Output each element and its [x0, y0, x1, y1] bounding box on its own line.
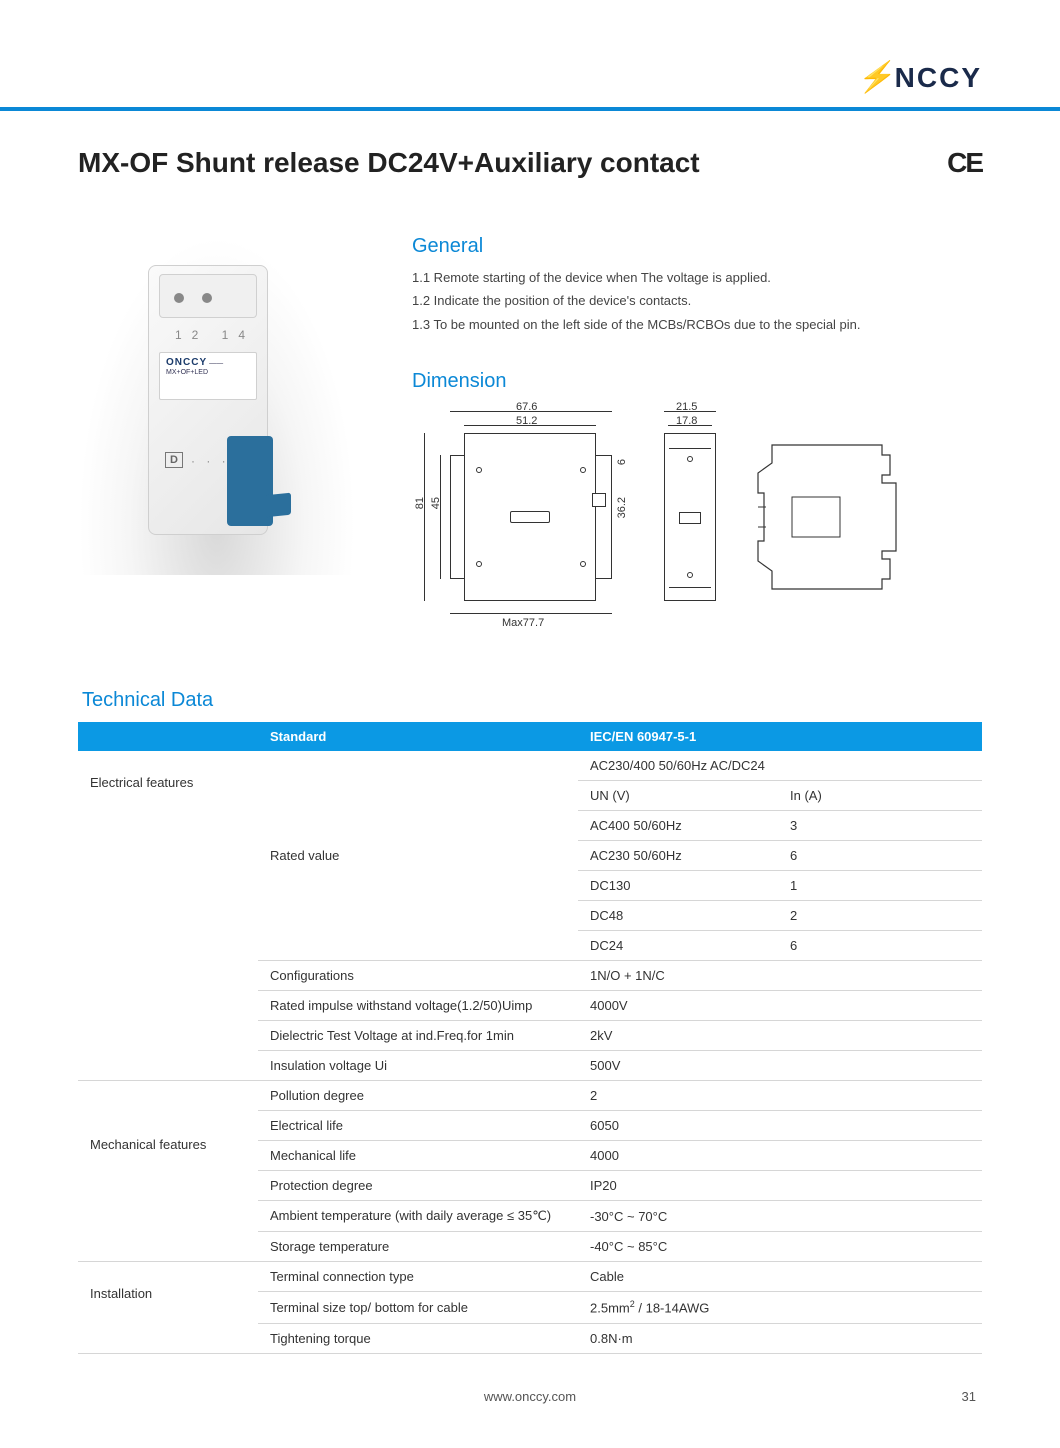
cell: 2: [578, 1081, 982, 1111]
toggle-switch: [227, 436, 273, 526]
cell: Protection degree: [258, 1171, 578, 1201]
cell: AC400 50/60Hz: [578, 811, 778, 841]
general-item: 1.1 Remote starting of the device when T…: [412, 266, 982, 289]
dim-label: Max77.7: [502, 617, 544, 629]
cell: 6: [778, 931, 982, 961]
cell: Rated impulse withstand voltage(1.2/50)U…: [258, 991, 578, 1021]
profile-icon: [752, 433, 902, 601]
cell: Storage temperature: [258, 1232, 578, 1262]
product-body: 12 14 ONCCY —— MX+OF+LED D · · · ▸: [148, 265, 268, 535]
product-image: 12 14 ONCCY —— MX+OF+LED D · · · ▸: [78, 235, 356, 575]
cell: -30°C ~ 70°C: [578, 1201, 982, 1232]
dimension-diagram: 67.6 51.2 81 45 36.2: [412, 401, 942, 641]
cell: DC24: [578, 931, 778, 961]
mode-letter: D: [165, 452, 183, 468]
cell: 4000: [578, 1141, 982, 1171]
cell: DC130: [578, 871, 778, 901]
tech-heading: Technical Data: [82, 689, 982, 712]
cell: 6: [778, 841, 982, 871]
general-heading: General: [412, 235, 982, 258]
th-blank: [78, 722, 258, 751]
cell: Electrical life: [258, 1111, 578, 1141]
footer-url: www.onccy.com: [0, 1389, 1060, 1404]
th-iec: IEC/EN 60947-5-1: [578, 722, 982, 751]
cell: 3: [778, 811, 982, 841]
cat-mechanical: Mechanical features: [78, 1081, 258, 1262]
cell: Pollution degree: [258, 1081, 578, 1111]
cell: 2kV: [578, 1021, 982, 1051]
cell: 2.5mm2 / 18-14AWG: [578, 1292, 982, 1323]
cell: UN (V): [578, 781, 778, 811]
general-list: 1.1 Remote starting of the device when T…: [412, 266, 982, 336]
cell: -40°C ~ 85°C: [578, 1232, 982, 1262]
cell: IP20: [578, 1171, 982, 1201]
cell: Dielectric Test Voltage at ind.Freq.for …: [258, 1021, 578, 1051]
product-label: ONCCY —— MX+OF+LED: [159, 352, 257, 400]
page-number: 31: [962, 1389, 976, 1404]
brand-text: NCCY: [895, 62, 982, 94]
cell: Tightening torque: [258, 1323, 578, 1353]
cat-installation: Installation: [78, 1262, 258, 1353]
dim-label: 36.2: [616, 497, 628, 518]
cell: In (A): [778, 781, 982, 811]
cell: 4000V: [578, 991, 982, 1021]
cell: DC48: [578, 901, 778, 931]
cell: 0.8N·m: [578, 1323, 982, 1353]
cell: AC230 50/60Hz: [578, 841, 778, 871]
cat-electrical: Electrical features: [78, 751, 258, 1081]
dimension-heading: Dimension: [412, 370, 982, 393]
cell: 1: [778, 871, 982, 901]
page-title: MX-OF Shunt release DC24V+Auxiliary cont…: [78, 147, 700, 179]
bolt-icon: ⚡: [856, 60, 902, 95]
cell: 1N/O + 1N/C: [578, 961, 982, 991]
terminal-labels: 12 14: [175, 328, 255, 342]
general-item: 1.2 Indicate the position of the device'…: [412, 289, 982, 312]
cell: Configurations: [258, 961, 578, 991]
cell: Terminal size top/ bottom for cable: [258, 1292, 578, 1323]
general-item: 1.3 To be mounted on the left side of th…: [412, 313, 982, 336]
cell: Ambient temperature (with daily average …: [258, 1201, 578, 1232]
dim-label: 6: [616, 459, 628, 465]
cell: Terminal connection type: [258, 1262, 578, 1292]
cell: Insulation voltage Ui: [258, 1051, 578, 1081]
tech-table: Standard IEC/EN 60947-5-1 Electrical fea…: [78, 722, 982, 1353]
cell: 6050: [578, 1111, 982, 1141]
ce-mark: CE: [947, 147, 982, 179]
cell: Cable: [578, 1262, 982, 1292]
cell: Mechanical life: [258, 1141, 578, 1171]
header-rule: [0, 107, 1060, 111]
cell: AC230/400 50/60Hz AC/DC24: [578, 751, 982, 781]
brand-logo: ⚡ NCCY: [859, 60, 982, 95]
header: ⚡ NCCY: [78, 60, 982, 95]
cell: Rated value: [258, 751, 578, 961]
cell: 500V: [578, 1051, 982, 1081]
th-standard: Standard: [258, 722, 578, 751]
cell: 2: [778, 901, 982, 931]
